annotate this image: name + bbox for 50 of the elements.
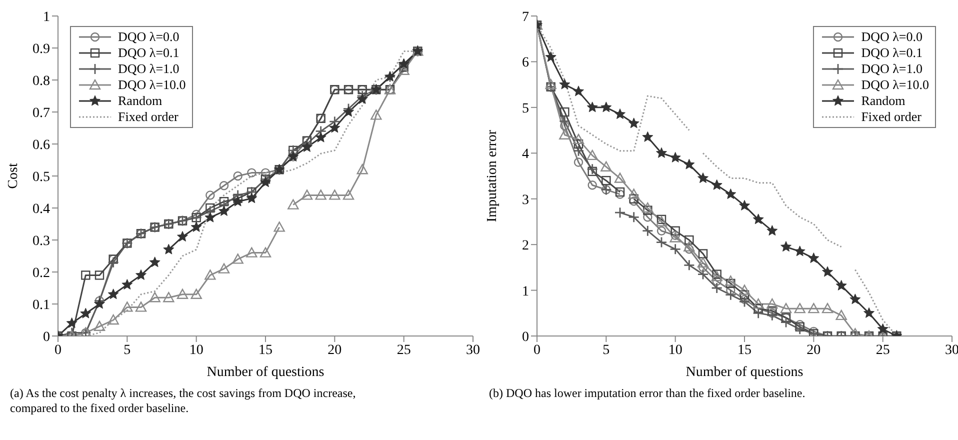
x-tick-label: 15 — [258, 342, 272, 358]
y-tick-label: 0.2 — [32, 266, 50, 281]
x-tick-label: 30 — [466, 342, 480, 358]
legend-label: DQO λ=0.0 — [118, 29, 180, 45]
legend-label: Fixed order — [118, 109, 178, 125]
legend-label: DQO λ=10.0 — [118, 77, 186, 93]
y-tick-label: 0.7 — [32, 106, 50, 121]
y-tick-label: 0.1 — [32, 298, 50, 313]
y-tick-label: 4 — [522, 147, 529, 162]
y-tick-label: 2 — [522, 238, 529, 254]
legend-label: DQO λ=1.0 — [118, 61, 180, 77]
y-tick-label: 0.3 — [32, 234, 50, 249]
x-axis-title: Number of questions — [686, 365, 804, 380]
y-tick-label: 6 — [522, 56, 529, 71]
y-tick-label: 7 — [522, 10, 529, 25]
x-tick-label: 25 — [396, 342, 411, 358]
y-axis-title: Cost — [6, 163, 21, 189]
legend-label: DQO λ=0.1 — [861, 45, 922, 61]
x-tick-label: 5 — [124, 342, 131, 358]
legend-label: Random — [118, 93, 162, 109]
x-tick-label: 10 — [668, 342, 682, 358]
x-tick-label: 20 — [328, 342, 342, 358]
x-tick-label: 10 — [189, 342, 204, 358]
y-tick-label: 0 — [522, 330, 529, 345]
legend-label: DQO λ=10.0 — [861, 77, 929, 93]
text: (a) As the cost penalty λ increases, the cost savings from DQO increase, compared to the fixed order baseline. — [9, 386, 357, 416]
legend-label: Random — [861, 93, 906, 109]
y-tick-label: 5 — [522, 101, 529, 116]
x-tick-label: 20 — [806, 342, 821, 358]
x-axis-title: Number of questions — [206, 365, 324, 380]
x-tick-label: 0 — [54, 342, 62, 358]
y-axis-title: Imputation error — [484, 130, 500, 222]
y-tick-label: 0.5 — [32, 170, 50, 185]
x-tick-label: 0 — [534, 342, 540, 358]
y-tick-label: 1 — [43, 10, 50, 25]
y-tick-label: 0 — [43, 330, 50, 345]
y-tick-label: 0.9 — [32, 42, 50, 57]
y-tick-label: 0.6 — [32, 138, 50, 153]
legend-label: DQO λ=0.1 — [118, 45, 180, 61]
y-tick-label: 3 — [522, 192, 529, 208]
y-tick-label: 0.4 — [32, 202, 50, 217]
x-tick-label: 5 — [602, 342, 610, 358]
legend-label: Fixed order — [861, 109, 922, 125]
text: (b) DQO has lower imputation error than the fixed order baseline. — [488, 386, 806, 401]
x-tick-label: 15 — [738, 342, 752, 358]
y-tick-label: 0.8 — [32, 74, 50, 89]
x-tick-label: 25 — [876, 342, 890, 358]
y-tick-label: 1 — [522, 284, 529, 300]
legend-label: DQO λ=0.0 — [861, 29, 922, 45]
legend-label: DQO λ=1.0 — [861, 61, 922, 77]
